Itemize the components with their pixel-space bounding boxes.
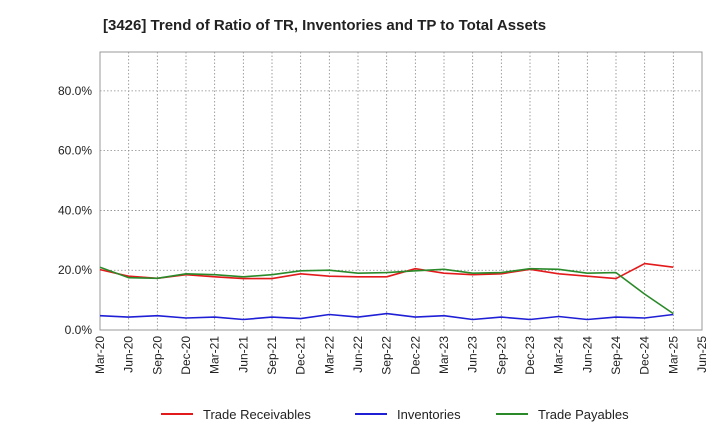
x-tick-label: Jun-22 [351, 336, 365, 373]
series-line-trade-receivables [99, 262, 674, 280]
x-tick-label: Sep-22 [380, 336, 394, 375]
y-tick-label: 60.0% [58, 144, 92, 158]
x-tick-label: Sep-24 [609, 336, 623, 375]
x-tick-label: Dec-24 [638, 336, 652, 375]
x-tick-label: Jun-20 [122, 336, 136, 373]
x-tick-label: Sep-23 [494, 336, 508, 375]
x-tick-label: Dec-21 [294, 336, 308, 375]
x-tick-label: Mar-22 [322, 336, 336, 374]
x-tick-label: Jun-25 [695, 336, 709, 373]
x-tick-label: Mar-23 [437, 336, 451, 374]
x-tick-label: Mar-25 [666, 336, 680, 374]
y-tick-label: 40.0% [58, 203, 92, 217]
x-axis: Mar-20 Jun-20 Sep-20 Dec-20 Mar-21 Jun-21 Sep-… [93, 336, 709, 375]
legend-label: Trade Receivables [203, 407, 311, 422]
gridlines [99, 52, 703, 330]
x-tick-label: Sep-20 [150, 336, 164, 375]
y-tick-label: 20.0% [58, 263, 92, 277]
series-lines [99, 262, 674, 321]
x-tick-label: Dec-22 [408, 336, 422, 375]
x-tick-label: Jun-24 [580, 336, 594, 373]
y-axis: 0.0% 20.0% 40.0% 60.0% 80.0% [58, 84, 92, 337]
x-tick-label: Jun-23 [466, 336, 480, 373]
x-tick-label: Dec-23 [523, 336, 537, 375]
y-tick-label: 0.0% [65, 323, 93, 337]
x-tick-label: Mar-21 [208, 336, 222, 374]
legend: Trade Receivables Inventories Trade Payabl… [161, 407, 629, 422]
legend-label: Trade Payables [538, 407, 629, 422]
y-tick-label: 80.0% [58, 84, 92, 98]
series-line-trade-payables [99, 266, 674, 315]
x-tick-label: Mar-24 [552, 336, 566, 374]
x-tick-label: Jun-21 [236, 336, 250, 373]
x-tick-label: Dec-20 [179, 336, 193, 375]
x-tick-label: Sep-21 [265, 336, 279, 375]
x-tick-label: Mar-20 [93, 336, 107, 374]
plot-area [99, 51, 703, 331]
chart-title: [3426] Trend of Ratio of TR, Inventories… [103, 17, 546, 34]
series-line-inventories [99, 312, 674, 321]
legend-label: Inventories [397, 407, 461, 422]
